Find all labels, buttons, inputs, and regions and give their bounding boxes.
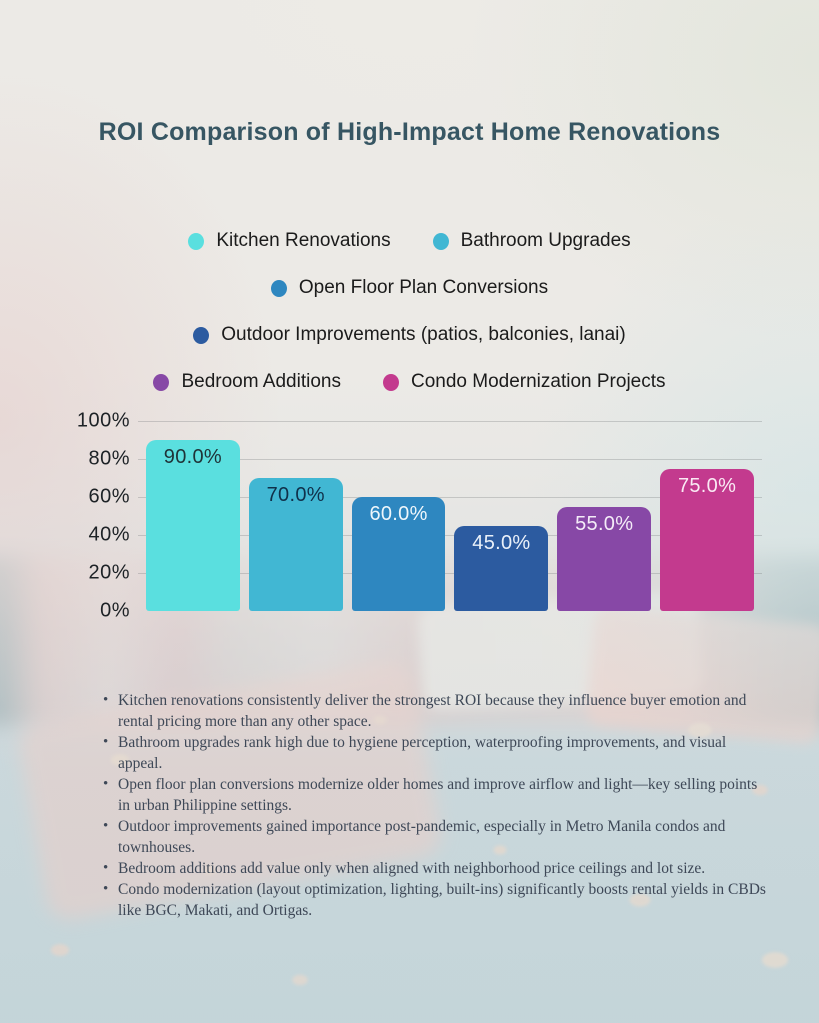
- bar-chart-plot: 90.0% 70.0% 60.0% 45.0% 55.0% 75.0%: [138, 421, 762, 611]
- bar-open-floor-plan-conversions: 60.0%: [351, 497, 446, 611]
- gridline: [138, 573, 762, 574]
- legend-label: Condo Modernization Projects: [410, 371, 666, 392]
- bar-value-label: 90.0%: [163, 446, 223, 468]
- legend-label: Kitchen Renovations: [216, 230, 391, 251]
- note-item: Condo modernization (layout optimization…: [103, 879, 766, 921]
- legend-swatch-icon: [270, 279, 287, 297]
- legend-swatch-icon: [432, 232, 449, 250]
- legend-row: Kitchen Renovations Bathroom Upgrades: [0, 229, 819, 253]
- y-axis-tick: 0%: [100, 599, 130, 622]
- legend-row: Outdoor Improvements (patios, balconies,…: [0, 323, 819, 347]
- legend-label: Bathroom Upgrades: [460, 230, 631, 251]
- bar-bedroom-additions: 55.0%: [557, 506, 652, 611]
- legend-item-bedroom-additions: Bedroom Additions: [153, 370, 341, 394]
- legend-row: Bedroom Additions Condo Modernization Pr…: [0, 370, 819, 394]
- bar-value-label: 55.0%: [575, 512, 634, 535]
- bar-outdoor-improvements: 45.0%: [454, 525, 549, 611]
- legend-item-condo-modernization-projects: Condo Modernization Projects: [382, 370, 666, 394]
- y-axis: 100% 80% 60% 40% 20% 0%: [0, 410, 130, 622]
- note-item: Bathroom upgrades rank high due to hygie…: [103, 732, 766, 774]
- insight-notes: Kitchen renovations consistently deliver…: [100, 690, 766, 921]
- bar-value-label: 75.0%: [677, 474, 737, 497]
- y-axis-tick: 40%: [88, 523, 130, 546]
- bar-value-label: 70.0%: [266, 484, 325, 506]
- gridline: [138, 535, 762, 536]
- note-item: Kitchen renovations consistently deliver…: [103, 690, 766, 732]
- note-item: Open floor plan conversions modernize ol…: [103, 774, 766, 816]
- legend-item-kitchen-renovations: Kitchen Renovations: [188, 229, 391, 253]
- legend-item-outdoor-improvements: Outdoor Improvements (patios, balconies,…: [193, 323, 626, 347]
- bar-value-label: 45.0%: [472, 531, 531, 554]
- gridline: [138, 497, 762, 498]
- y-axis-tick: 60%: [88, 485, 130, 508]
- legend-label: Bedroom Additions: [181, 371, 341, 392]
- legend-row: Open Floor Plan Conversions: [0, 276, 819, 300]
- bar-group: 90.0% 70.0% 60.0% 45.0% 55.0% 75.0%: [146, 421, 754, 611]
- legend-swatch-icon: [193, 326, 210, 344]
- bar-condo-modernization-projects: 75.0%: [660, 468, 754, 611]
- legend-swatch-icon: [153, 373, 170, 391]
- legend-swatch-icon: [188, 232, 205, 250]
- legend-label: Outdoor Improvements (patios, balconies,…: [221, 324, 626, 345]
- y-axis-tick: 20%: [88, 561, 130, 584]
- legend-item-open-floor-plan-conversions: Open Floor Plan Conversions: [270, 276, 549, 300]
- note-item: Outdoor improvements gained importance p…: [103, 816, 766, 858]
- chart-legend: Kitchen Renovations Bathroom Upgrades Op…: [0, 229, 819, 417]
- bar-kitchen-renovations: 90.0%: [146, 440, 240, 611]
- chart-title: ROI Comparison of High-Impact Home Renov…: [98, 118, 721, 146]
- gridline: [138, 459, 762, 460]
- legend-swatch-icon: [382, 373, 399, 391]
- bar-value-label: 60.0%: [369, 503, 428, 525]
- bar-bathroom-upgrades: 70.0%: [248, 478, 343, 611]
- note-item: Bedroom additions add value only when al…: [103, 858, 766, 879]
- gridline: [138, 421, 762, 422]
- legend-item-bathroom-upgrades: Bathroom Upgrades: [432, 229, 631, 253]
- y-axis-tick: 80%: [88, 447, 130, 470]
- y-axis-tick: 100%: [76, 409, 130, 432]
- legend-label: Open Floor Plan Conversions: [298, 277, 549, 298]
